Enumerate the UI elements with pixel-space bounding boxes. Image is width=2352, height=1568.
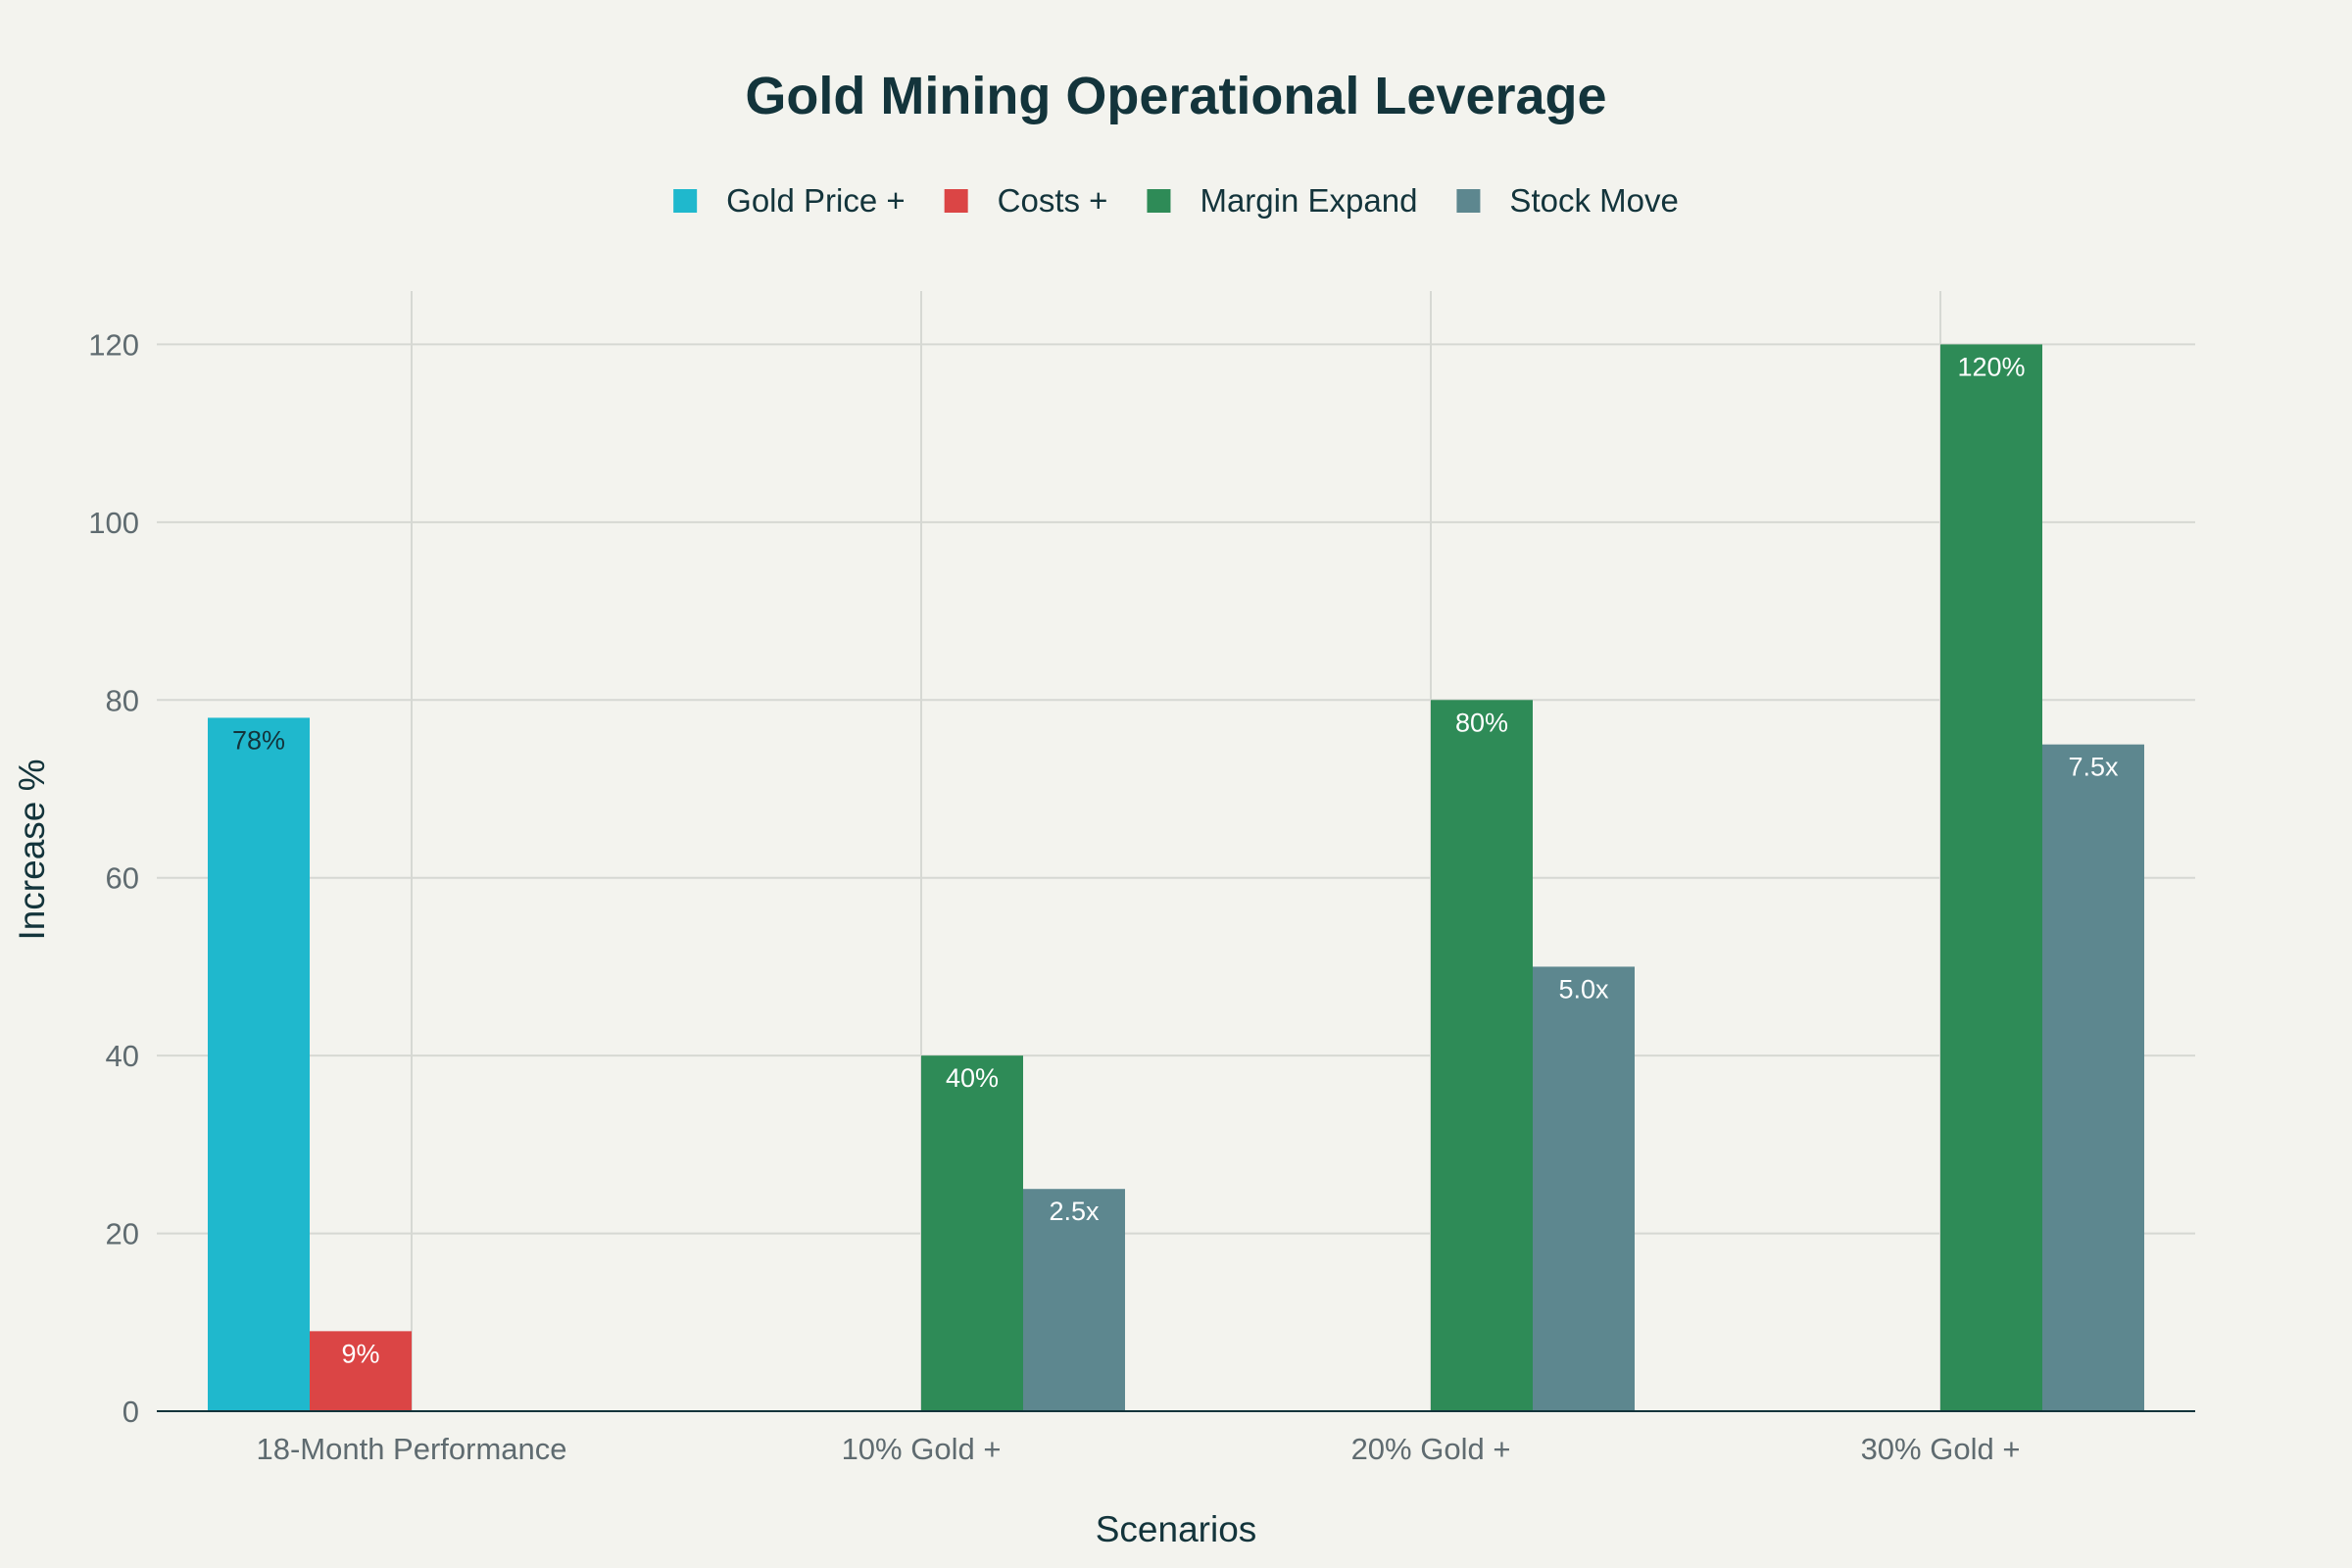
legend-swatch — [944, 189, 968, 213]
bar-label: 120% — [1957, 352, 2025, 381]
bar-labels: 78% 9% 40% 80% 120% 2.5x 5.0x 7.5x — [232, 352, 2119, 1368]
legend-label: Margin Expand — [1200, 182, 1417, 219]
legend-label: Stock Move — [1509, 182, 1678, 219]
bar — [208, 717, 310, 1411]
bar-label: 80% — [1455, 708, 1508, 737]
legend-swatch — [1147, 189, 1171, 213]
bar — [1431, 700, 1533, 1411]
y-tick-label: 60 — [106, 861, 139, 896]
legend-item: Gold Price + — [673, 182, 906, 219]
bar — [310, 1331, 412, 1411]
legend-item: Costs + — [944, 182, 1108, 219]
bar — [921, 1055, 1023, 1411]
legend-swatch — [1456, 189, 1481, 213]
y-tick-label: 100 — [88, 506, 139, 540]
bar — [1533, 966, 1635, 1411]
x-tick-label: 20% Gold + — [1351, 1432, 1511, 1466]
x-tick-label: 30% Gold + — [1861, 1432, 2021, 1466]
legend-item: Margin Expand — [1147, 182, 1417, 219]
legend-item: Stock Move — [1456, 182, 1679, 219]
bar — [1940, 344, 2042, 1411]
bar-label: 9% — [341, 1339, 379, 1368]
bar — [1023, 1189, 1125, 1411]
y-tick-labels: 0 20 40 60 80 100 120 — [88, 327, 139, 1429]
bar-label: 7.5x — [2068, 753, 2119, 782]
x-tick-labels: 18-Month Performance 10% Gold + 20% Gold +… — [256, 1432, 2020, 1466]
y-tick-label: 80 — [106, 683, 139, 717]
bar-label: 78% — [232, 725, 285, 755]
y-tick-label: 20 — [106, 1217, 139, 1251]
chart-title: Gold Mining Operational Leverage — [745, 67, 1606, 125]
legend-label: Costs + — [998, 182, 1108, 219]
bar-label: 40% — [946, 1063, 999, 1093]
legend-swatch — [673, 189, 698, 213]
y-tick-label: 120 — [88, 327, 139, 362]
y-tick-label: 0 — [122, 1395, 139, 1429]
y-axis-title: Increase % — [12, 759, 52, 940]
bar-label: 5.0x — [1558, 974, 1609, 1004]
bar — [2042, 744, 2144, 1411]
y-tick-label: 40 — [106, 1039, 139, 1073]
x-tick-label: 10% Gold + — [842, 1432, 1002, 1466]
bars — [208, 344, 2144, 1411]
legend: Gold Price + Costs + Margin Expand Stock Mo… — [673, 182, 1679, 219]
bar-label: 2.5x — [1049, 1197, 1100, 1226]
x-axis-title: Scenarios — [1096, 1509, 1257, 1549]
x-tick-label: 18-Month Performance — [256, 1432, 566, 1466]
legend-label: Gold Price + — [726, 182, 906, 219]
